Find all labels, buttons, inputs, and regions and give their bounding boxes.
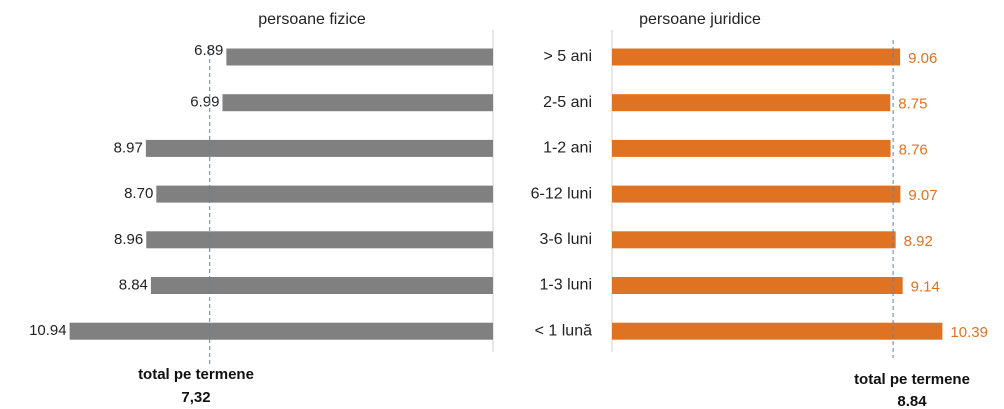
bar	[222, 94, 493, 112]
data-label: 8.75	[898, 96, 927, 113]
reference-text: total pe termene	[854, 371, 970, 388]
bar	[150, 277, 493, 294]
data-label: 9.07	[908, 187, 937, 204]
data-label: 8.92	[904, 233, 933, 250]
bar	[145, 139, 493, 157]
bar	[612, 48, 901, 66]
bar	[612, 322, 943, 340]
bar	[612, 139, 891, 157]
category-label: > 5 ani	[544, 48, 592, 65]
category-label: 1-2 ani	[543, 140, 592, 157]
bar	[156, 185, 493, 203]
bar	[146, 231, 494, 249]
bar	[612, 185, 901, 203]
bar	[612, 231, 896, 249]
reference-label: 7,32	[181, 389, 210, 406]
data-label: 6.99	[190, 94, 219, 111]
data-label: 8.97	[114, 139, 143, 156]
category-label: 1-3 luni	[540, 277, 592, 294]
category-label: 6-12 luni	[531, 185, 592, 202]
bar	[612, 277, 903, 294]
reference-text: total pe termene	[138, 366, 254, 383]
category-label: < 1 lună	[535, 322, 592, 339]
bar	[69, 322, 493, 340]
data-label: 8.70	[124, 185, 153, 202]
data-label: 9.14	[911, 278, 940, 295]
data-label: 10.94	[29, 322, 67, 339]
category-label: 2-5 ani	[543, 94, 592, 111]
bar	[226, 48, 493, 66]
data-label: 9.06	[908, 50, 937, 67]
data-label: 8.76	[899, 141, 928, 158]
data-label: 10.39	[950, 324, 988, 341]
right-title: persoane juridice	[639, 11, 761, 28]
reference-label: 8.84	[897, 393, 927, 409]
data-label: 6.89	[194, 42, 223, 59]
bar	[612, 94, 891, 112]
category-label: 3-6 luni	[540, 231, 592, 248]
left-title: persoane fizice	[258, 11, 366, 28]
data-label: 8.96	[114, 231, 143, 248]
data-label: 8.84	[119, 276, 148, 293]
